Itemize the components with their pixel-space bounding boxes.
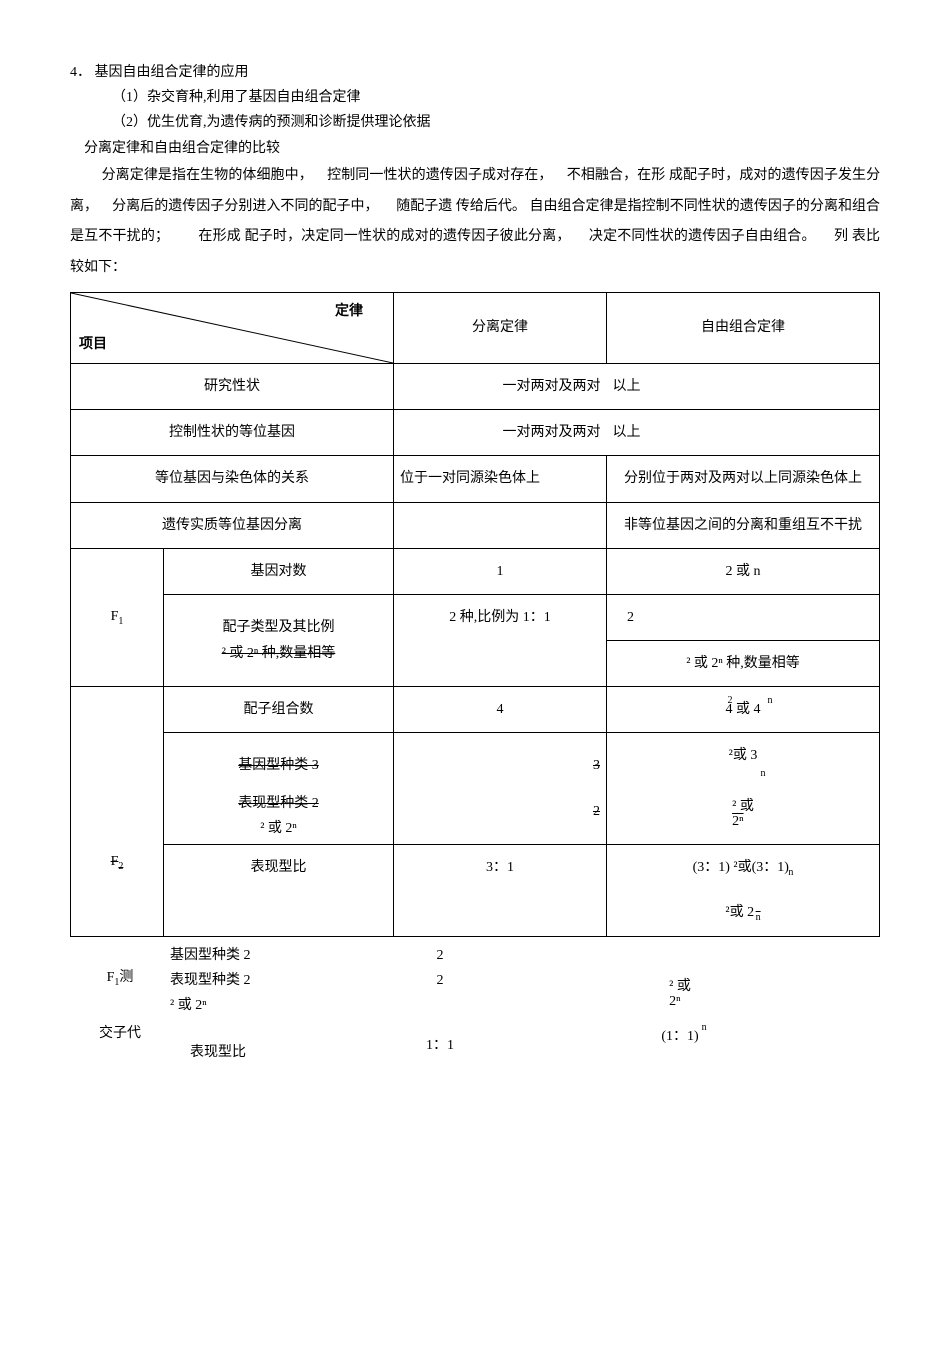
below-row-labels: 基因型种类 2 表现型种类 2 ² 或 2ⁿ 表现型比 [170, 943, 330, 1066]
table-row: 控制性状的等位基因 一对两对及两对 以上 [71, 410, 880, 456]
table-row: 表现型比 3：1 (3：1) ²或(3：1) n [71, 845, 880, 891]
below-table-block: F1测 交子代 基因型种类 2 表现型种类 2 ² 或 2ⁿ 表现型比 2 2 … [70, 943, 880, 1066]
header-item: 项目 [79, 332, 107, 357]
group-label: F1 [71, 548, 164, 687]
text: 不相融合，在形 [567, 168, 666, 183]
table-row: F1 基因对数 1 2 或 n [71, 548, 880, 594]
cell: 3 [394, 733, 607, 789]
column-header: 分离定律 [394, 292, 607, 363]
cell: 位于一对同源染色体上 [394, 456, 607, 502]
bullet-1: （1）杂交育种,利用了基因自由组合定律 [70, 85, 880, 110]
section-title: 基因自由组合定律的应用 [95, 65, 249, 80]
table-row: 等位基因与染色体的关系 位于一对同源染色体上 分别位于两对及两对以上同源染色体上 [71, 456, 880, 502]
cell: 2 [330, 968, 550, 993]
comparison-title: 分离定律和自由组合定律的比较 [70, 136, 880, 161]
row-label: 基因型种类 3 [164, 733, 394, 789]
label: 交子代 [70, 1021, 170, 1046]
below-col-independent: ² 或 2ⁿ n (1：1) [550, 943, 810, 1066]
table-row: 配子类型及其比例 ² 或 2ⁿ 种,数量相等 2 种,比例为 1：1 2 [71, 594, 880, 640]
text: 决定不同性状的遗传因子自由组合。 [589, 229, 816, 244]
cell [164, 890, 394, 936]
cell: 2 [330, 943, 550, 968]
table-row: 研究性状 一对两对及两对 以上 [71, 363, 880, 409]
row-label: 基因型种类 2 [170, 943, 330, 968]
cell: (3：1) ²或(3：1) n [607, 845, 880, 891]
cell: 分别位于两对及两对以上同源染色体上 [607, 456, 880, 502]
cell: 1 [394, 548, 607, 594]
row-label: 表现型种类 2 ² 或 2ⁿ [164, 789, 394, 845]
row-label: 等位基因与染色体的关系 [71, 456, 394, 502]
cell: n (1：1) [550, 1024, 810, 1049]
text: 分离定律是指在生物的体细胞中， [102, 168, 313, 183]
below-left-labels: F1测 交子代 [70, 943, 170, 1066]
cell: 一对两对及两对 [394, 410, 607, 456]
cell: ² 或 2ⁿ [607, 789, 880, 845]
cell: 一对两对及两对 [394, 363, 607, 409]
row-label: 表现型比 [164, 845, 394, 891]
cell [394, 890, 607, 936]
row-label: ² 或 2ⁿ [170, 993, 330, 1018]
row-label: 表现型比 [170, 1040, 330, 1065]
row-label: 基因对数 [164, 548, 394, 594]
cell: 以上 [607, 410, 880, 456]
paragraph: 分离定律是指在生物的体细胞中， 控制同一性状的遗传因子成对存在， 不相融合，在形… [70, 161, 880, 284]
header-law: 定律 [335, 299, 363, 324]
text: 随配子遗 [396, 199, 452, 214]
cell: 非等位基因之间的分离和重组互不干扰 [607, 502, 880, 548]
row-label: 表现型种类 2 [170, 968, 330, 993]
row-label: 配子组合数 [164, 687, 394, 733]
cell: 2 种,比例为 1：1 [394, 594, 607, 640]
cell: ²或 3 n [607, 733, 880, 789]
cell: 2 n 4 或 4 [607, 687, 880, 733]
table-row: 基因型种类 3 3 ²或 3 n [71, 733, 880, 789]
cell: 1：1 [330, 1033, 550, 1058]
comparison-table: 定律 项目 分离定律 自由组合定律 研究性状 一对两对及两对 以上 控制性状的等… [70, 292, 880, 937]
diagonal-header-cell: 定律 项目 [71, 292, 394, 363]
table-row: F2 配子组合数 4 2 n 4 或 4 [71, 687, 880, 733]
cell: 2 或 n [607, 548, 880, 594]
row-label: 研究性状 [71, 363, 394, 409]
text: 分离后的遗传因子分别进入不同的配子中， [112, 199, 378, 214]
text: 配子时，决定同一性状的成对的遗传因子彼此分离， [245, 229, 571, 244]
cell: 2 [394, 789, 607, 845]
group-label: F2 [71, 687, 164, 936]
cell: ² 或 2ⁿ 种,数量相等 [607, 641, 880, 687]
label: F1测 [70, 965, 170, 992]
table-row: ²或 2 n [71, 890, 880, 936]
cell: 以上 [607, 363, 880, 409]
text: 在形成 [198, 229, 241, 244]
cell: ² 或 2ⁿ [550, 979, 810, 1015]
column-header: 自由组合定律 [607, 292, 880, 363]
text: 控制同一性状的遗传因子成对存在， [327, 168, 552, 183]
cell: ²或 2 n [607, 890, 880, 936]
row-label: 遗传实质等位基因分离 [71, 502, 394, 548]
text: 列 [834, 229, 848, 244]
below-col-segregation: 2 2 1：1 [330, 943, 550, 1066]
row-label: 配子类型及其比例 ² 或 2ⁿ 种,数量相等 [164, 594, 394, 686]
table-row: 定律 项目 分离定律 自由组合定律 [71, 292, 880, 363]
cell [394, 502, 607, 548]
table-row: 表现型种类 2 ² 或 2ⁿ 2 ² 或 2ⁿ [71, 789, 880, 845]
row-label: 控制性状的等位基因 [71, 410, 394, 456]
section-number: 4． [70, 65, 91, 80]
cell: 4 [394, 687, 607, 733]
cell: 3：1 [394, 845, 607, 891]
bullet-2: （2）优生优育,为遗传病的预测和诊断提供理论依据 [70, 110, 880, 135]
section-heading: 4． 基因自由组合定律的应用 [70, 60, 880, 85]
table-row: 遗传实质等位基因分离 非等位基因之间的分离和重组互不干扰 [71, 502, 880, 548]
cell [394, 641, 607, 687]
cell: 2 [607, 594, 880, 640]
